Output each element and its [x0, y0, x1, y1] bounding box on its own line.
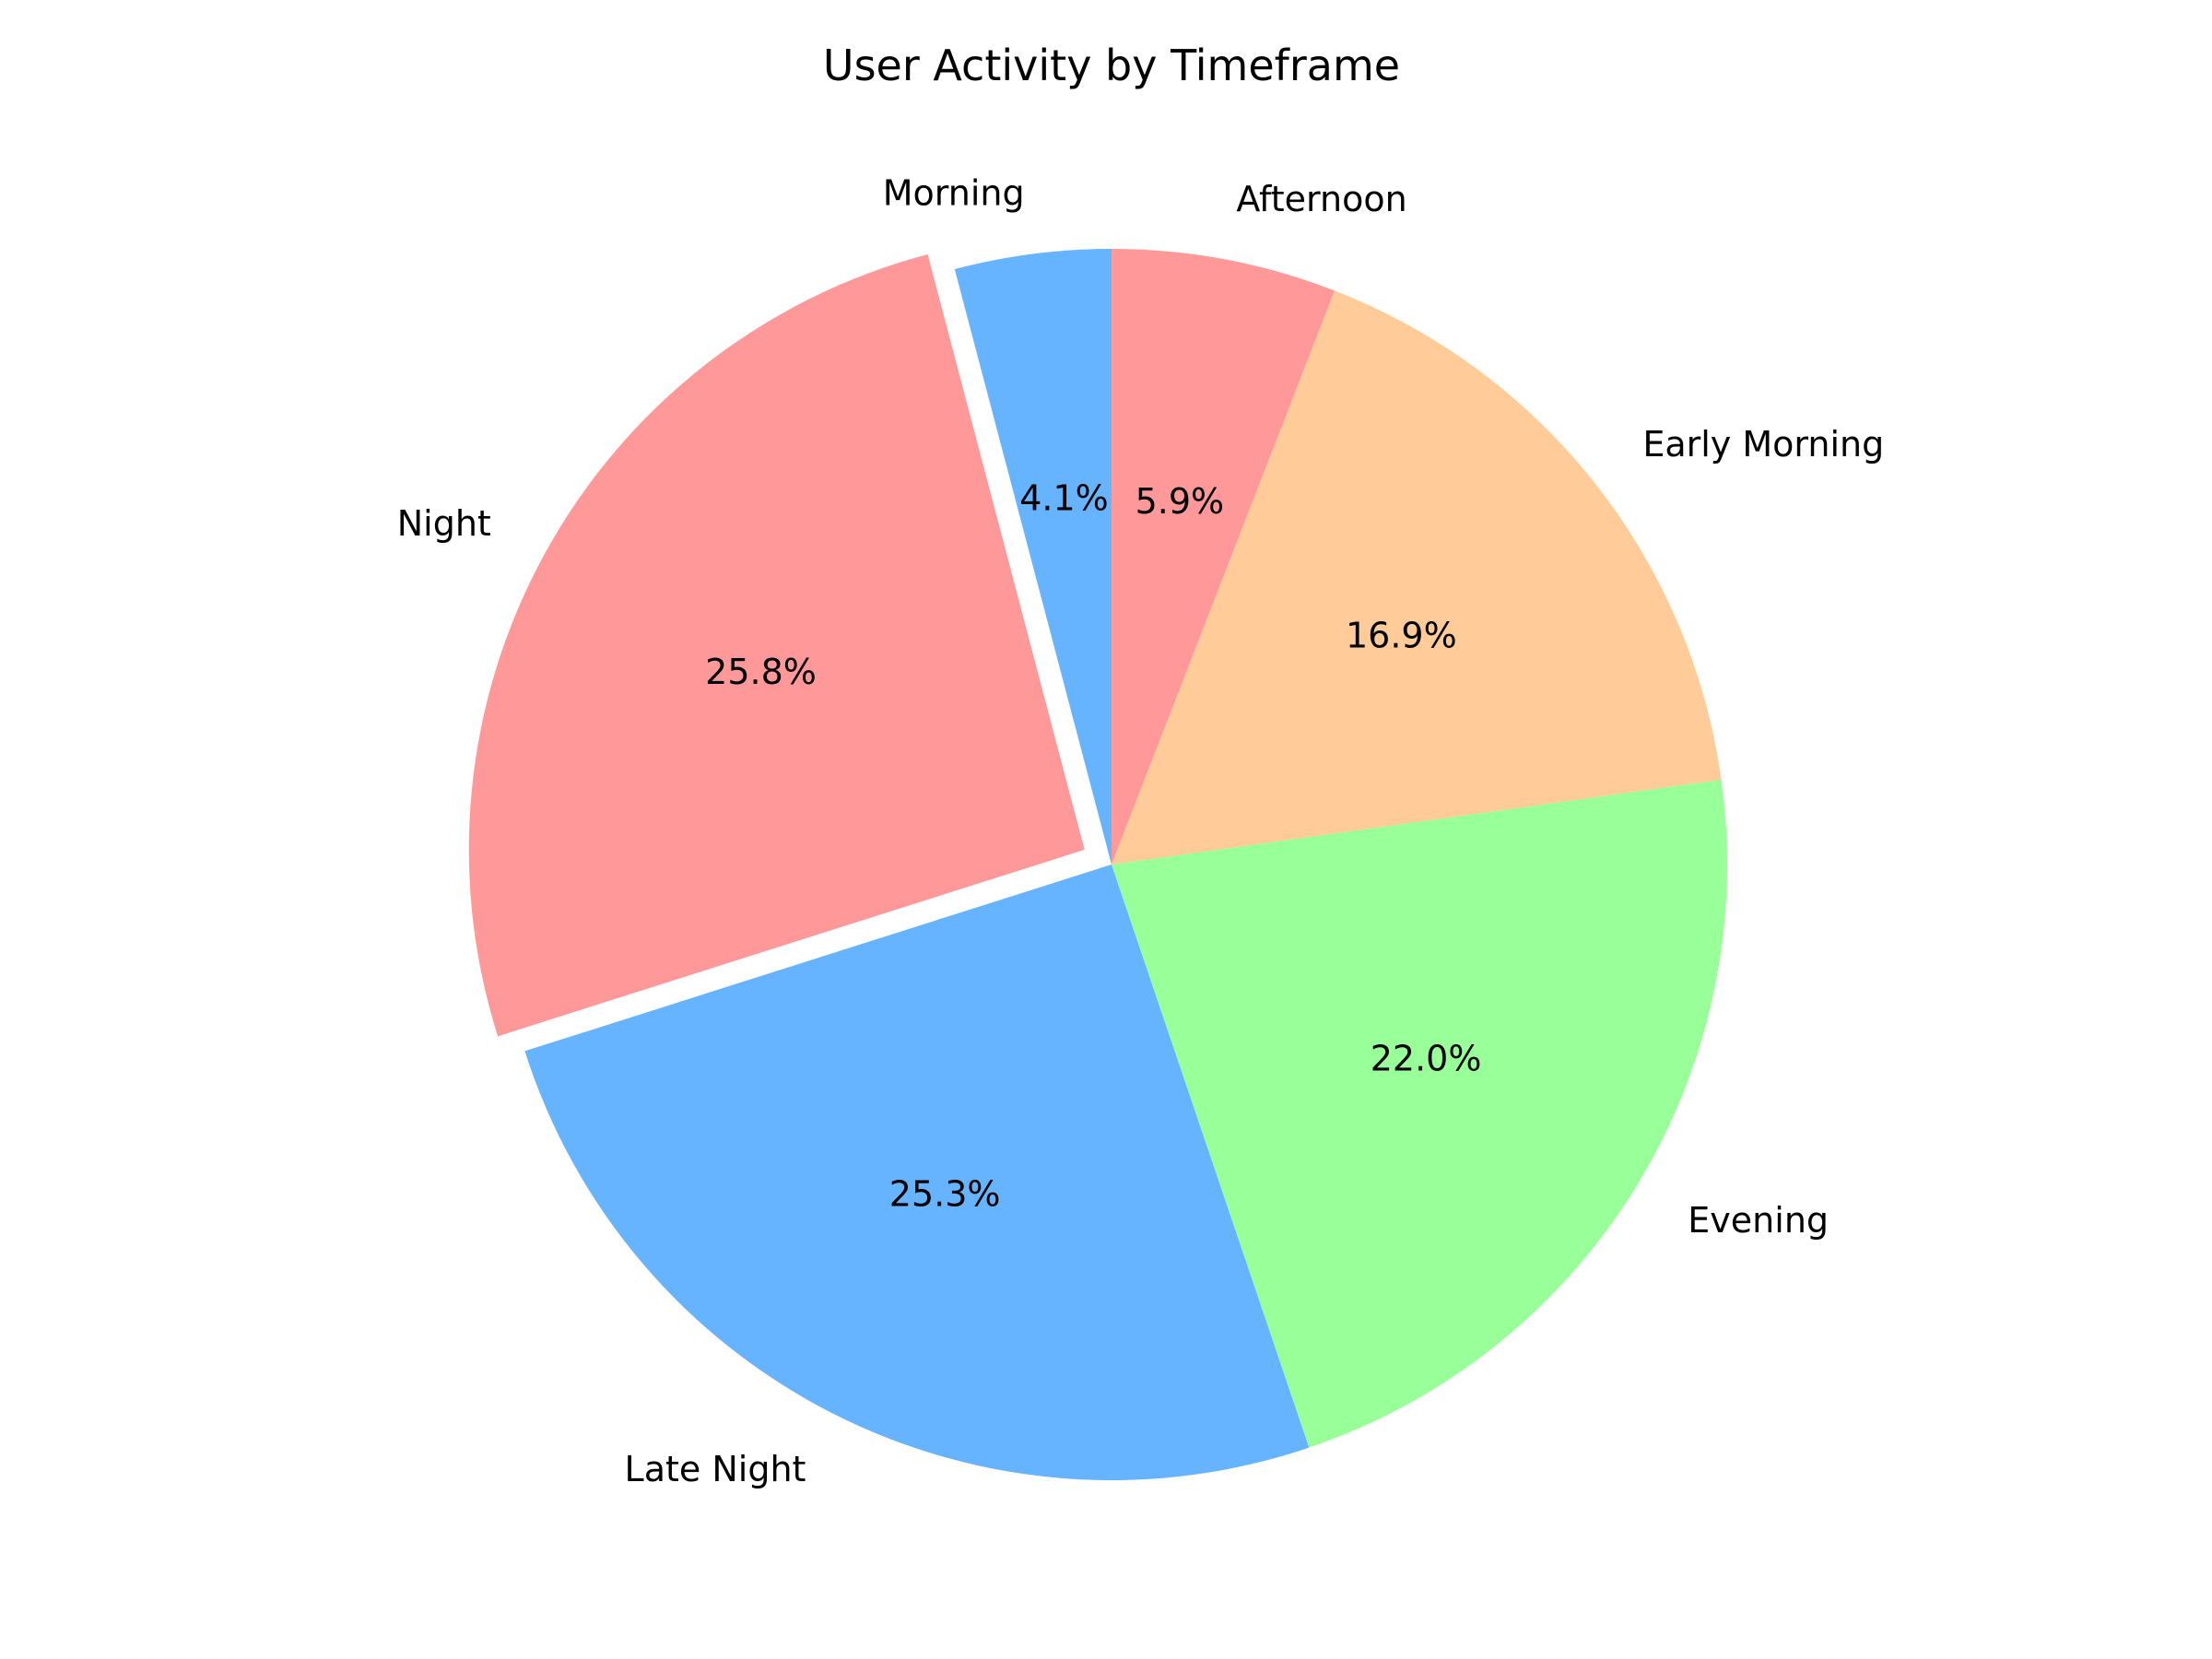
pct-label-afternoon: 5.9%	[1135, 481, 1225, 522]
pct-label-early-morning: 16.9%	[1346, 615, 1457, 655]
pct-label-night: 25.8%	[705, 652, 817, 692]
slice-label-late-night: Late Night	[625, 1449, 806, 1489]
slice-labels: Morning Night Late Night Evening Early Morni…	[397, 172, 1884, 1488]
slice-label-night: Night	[397, 503, 491, 544]
slice-label-morning: Morning	[883, 172, 1025, 213]
pie-slices	[468, 249, 1727, 1480]
pie-slice-evening	[1112, 779, 1727, 1448]
pie-slice-late-night	[524, 865, 1310, 1480]
chart-title: User Activity by Timeframe	[823, 41, 1400, 90]
slice-label-afternoon: Afternoon	[1236, 179, 1406, 219]
pct-label-evening: 22.0%	[1371, 1038, 1482, 1078]
pct-label-late-night: 25.3%	[889, 1174, 1001, 1215]
pie-slice-night	[468, 253, 1085, 1037]
pie-slice-early-morning	[1112, 290, 1722, 865]
pie-slice-morning	[954, 249, 1112, 865]
pct-label-morning: 4.1%	[1019, 478, 1109, 519]
slice-label-evening: Evening	[1688, 1200, 1829, 1241]
pie-slice-afternoon	[1112, 249, 1335, 865]
slice-label-early-morning: Early Morning	[1642, 424, 1884, 465]
percentage-labels: 4.1% 25.8% 25.3% 22.0% 16.9% 5.9%	[705, 478, 1481, 1215]
